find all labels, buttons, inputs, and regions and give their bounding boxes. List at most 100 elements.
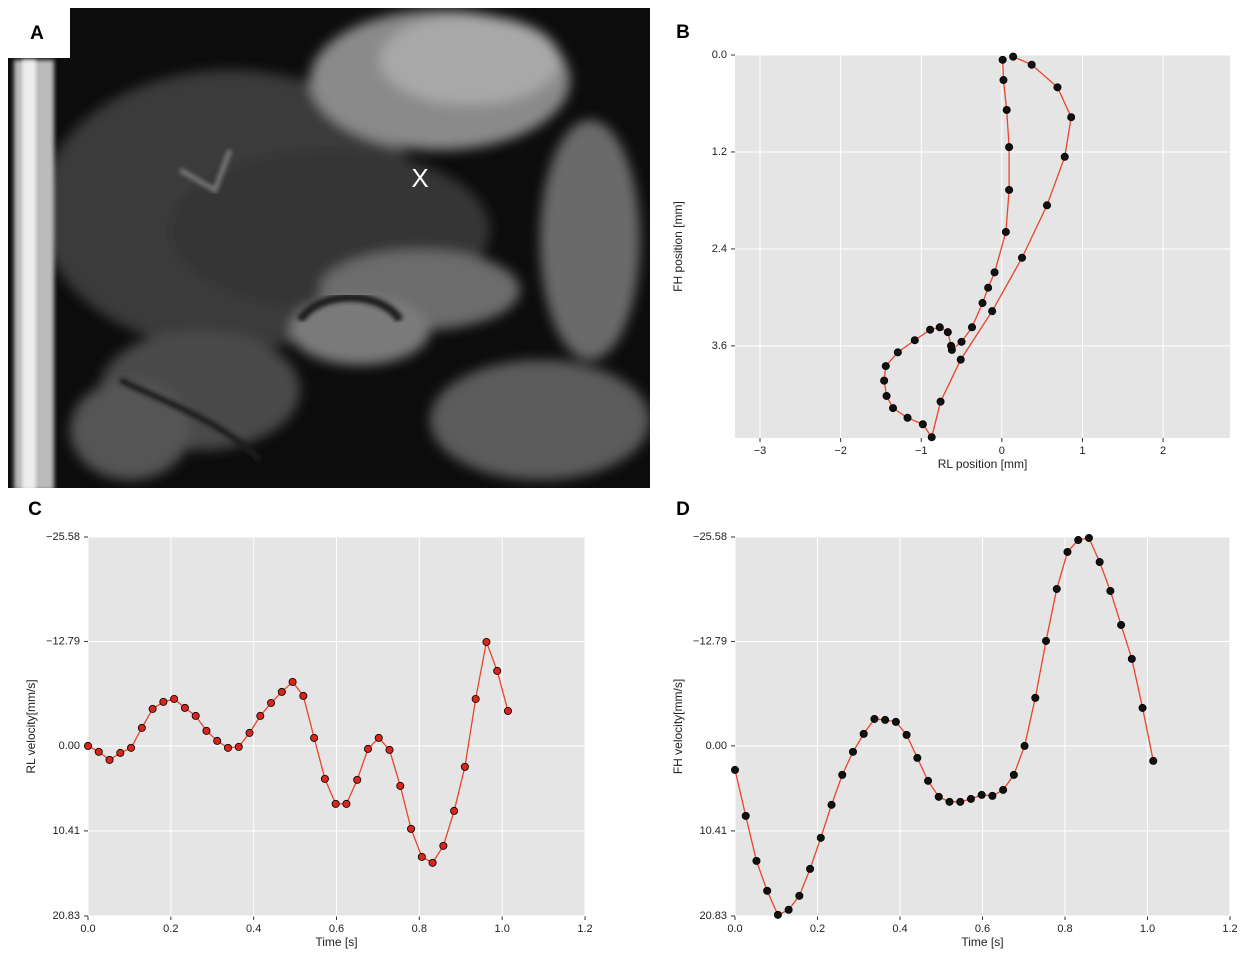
data-point <box>127 744 134 751</box>
data-point <box>1000 76 1007 83</box>
data-point <box>935 793 942 800</box>
data-point <box>95 748 102 755</box>
data-point <box>171 695 178 702</box>
x-tick-label: 0.2 <box>163 923 178 935</box>
y-tick-label: 3.6 <box>712 340 727 352</box>
data-point <box>1150 757 1157 764</box>
panel-label: C <box>28 499 42 520</box>
data-point <box>968 324 975 331</box>
data-point <box>386 746 393 753</box>
x-axis-label: RL position [mm] <box>938 457 1028 471</box>
data-point <box>278 688 285 695</box>
data-point <box>1010 53 1017 60</box>
data-point <box>418 853 425 860</box>
figure: A X −3−2−10120.01.22.43.6RL position [mm… <box>0 0 1242 959</box>
data-point <box>796 892 803 899</box>
data-point <box>1096 558 1103 565</box>
y-tick-label: 10.41 <box>699 825 727 837</box>
data-point <box>817 834 824 841</box>
data-point <box>919 421 926 428</box>
data-point <box>999 56 1006 63</box>
data-point <box>84 742 91 749</box>
data-point <box>203 727 210 734</box>
data-point <box>1042 637 1049 644</box>
data-point <box>1032 694 1039 701</box>
data-point <box>1075 536 1082 543</box>
data-point <box>483 638 490 645</box>
data-point <box>753 857 760 864</box>
data-point <box>849 748 856 755</box>
data-point <box>1006 186 1013 193</box>
data-point <box>494 667 501 674</box>
data-point <box>871 715 878 722</box>
x-axis-label: Time [s] <box>315 935 357 949</box>
x-tick-label: 1.2 <box>1222 923 1237 935</box>
mri-image <box>8 8 650 490</box>
x-tick-label: 0.6 <box>975 923 990 935</box>
data-point <box>257 712 264 719</box>
data-point <box>764 887 771 894</box>
data-point <box>944 329 951 336</box>
data-point <box>742 812 749 819</box>
y-tick-label: 0.0 <box>712 49 727 61</box>
data-point <box>1021 742 1028 749</box>
y-tick-label: 20.83 <box>699 910 727 922</box>
data-point <box>937 398 944 405</box>
panel-label: D <box>676 499 690 520</box>
x-tick-label: 1.2 <box>577 923 592 935</box>
x-tick-label: 1.0 <box>495 923 510 935</box>
data-point <box>354 776 361 783</box>
data-point <box>1018 254 1025 261</box>
data-point <box>894 349 901 356</box>
data-point <box>289 678 296 685</box>
x-tick-label: 0.8 <box>1057 923 1072 935</box>
data-point <box>1043 202 1050 209</box>
data-point <box>472 695 479 702</box>
data-point <box>978 791 985 798</box>
data-point <box>989 308 996 315</box>
data-point <box>1053 585 1060 592</box>
data-point <box>138 724 145 731</box>
x-axis-label: Time [s] <box>961 935 1003 949</box>
data-point <box>731 766 738 773</box>
y-tick-label: 10.41 <box>52 825 80 837</box>
y-tick-label: −25.58 <box>693 531 727 543</box>
data-point <box>967 795 974 802</box>
data-point <box>903 731 910 738</box>
x-tick-label: −3 <box>754 445 767 457</box>
data-point <box>451 807 458 814</box>
data-point <box>246 729 253 736</box>
x-tick-label: 0.4 <box>246 923 261 935</box>
data-point <box>985 284 992 291</box>
y-tick-label: 20.83 <box>52 910 80 922</box>
data-point <box>224 744 231 751</box>
data-point <box>1000 786 1007 793</box>
y-axis-label: FH velocity[mm/s] <box>671 679 685 774</box>
data-point <box>957 356 964 363</box>
x-tick-label: 0 <box>999 445 1005 457</box>
data-point <box>892 718 899 725</box>
x-tick-label: 1 <box>1079 445 1085 457</box>
data-point <box>1118 621 1125 628</box>
data-point <box>235 743 242 750</box>
data-point <box>989 792 996 799</box>
data-point <box>397 782 404 789</box>
data-point <box>461 763 468 770</box>
panel-label: B <box>676 22 690 43</box>
data-point <box>881 377 888 384</box>
data-point <box>311 734 318 741</box>
x-tick-label: 0.0 <box>80 923 95 935</box>
data-point <box>192 712 199 719</box>
y-tick-label: 1.2 <box>712 146 727 158</box>
data-point <box>882 362 889 369</box>
data-point <box>1068 114 1075 121</box>
data-point <box>300 692 307 699</box>
data-point <box>1003 106 1010 113</box>
data-point <box>914 754 921 761</box>
plot-area <box>735 55 1230 438</box>
data-point <box>1128 655 1135 662</box>
data-point <box>889 405 896 412</box>
data-point <box>806 865 813 872</box>
data-point <box>828 801 835 808</box>
data-point <box>883 392 890 399</box>
